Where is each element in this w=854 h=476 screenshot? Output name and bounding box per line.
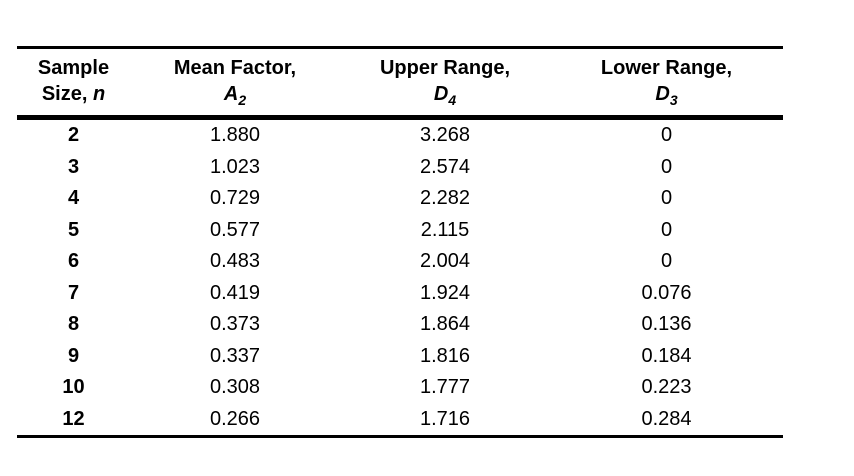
cell-sample-size: 8	[67, 313, 80, 336]
table-row: 4 0.729 2.282 0	[17, 183, 783, 215]
cell-sample-size: 5	[67, 218, 80, 241]
table-row: 9 0.337 1.816 0.184	[17, 341, 783, 373]
variable-n: n	[92, 83, 106, 105]
cell-lower-range-d3: 0	[660, 218, 673, 241]
cell-mean-factor-a2: 0.373	[209, 313, 261, 336]
table-row: 3 1.023 2.574 0	[17, 152, 783, 184]
cell-mean-factor-a2: 0.419	[209, 281, 261, 304]
table-row: 10 0.308 1.777 0.223	[17, 372, 783, 404]
cell-upper-range-d4: 1.864	[419, 313, 471, 336]
header-line1: Lower Range,	[600, 57, 733, 79]
cell-mean-factor-a2: 0.729	[209, 187, 261, 210]
variable-subscript: 2	[238, 92, 247, 108]
table-row: 2 1.880 3.268 0	[17, 118, 783, 152]
header-lower-range: Lower Range, D3	[550, 47, 783, 120]
cell-upper-range-d4: 2.282	[419, 187, 471, 210]
variable-a2: A	[223, 83, 239, 105]
cell-upper-range-d4: 3.268	[419, 124, 471, 147]
cell-sample-size: 10	[62, 376, 85, 399]
cell-lower-range-d3: 0.284	[641, 407, 692, 430]
table-row: 6 0.483 2.004 0	[17, 246, 783, 278]
cell-sample-size: 7	[67, 281, 80, 304]
header-line1: Sample	[37, 57, 110, 79]
cell-upper-range-d4: 2.574	[419, 155, 471, 178]
cell-upper-range-d4: 1.816	[419, 344, 471, 367]
table-body: 2 1.880 3.268 0 3 1.023 2.574 0 4 0.729 …	[17, 118, 783, 437]
cell-lower-range-d3: 0	[660, 187, 673, 210]
header-upper-range: Upper Range, D4	[340, 47, 550, 120]
cell-lower-range-d3: 0.076	[641, 281, 692, 304]
cell-upper-range-d4: 2.115	[420, 218, 470, 241]
cell-upper-range-d4: 1.924	[419, 281, 471, 304]
cell-mean-factor-a2: 0.308	[209, 376, 261, 399]
variable-d3: D	[655, 83, 670, 105]
control-chart-constants-table: Sample Size, n Mean Factor, A2 Upper Ran…	[17, 46, 783, 438]
variable-d4: D	[433, 83, 449, 105]
cell-sample-size: 4	[67, 187, 80, 210]
cell-sample-size: 2	[67, 124, 80, 147]
cell-upper-range-d4: 1.777	[419, 376, 471, 399]
cell-mean-factor-a2: 0.266	[209, 407, 261, 430]
header-line2: A2	[130, 81, 340, 107]
table-container: Sample Size, n Mean Factor, A2 Upper Ran…	[17, 46, 783, 438]
cell-sample-size: 6	[67, 250, 80, 273]
cell-lower-range-d3: 0.223	[641, 376, 692, 399]
cell-lower-range-d3: 0.136	[641, 313, 692, 336]
variable-subscript: 3	[669, 92, 678, 108]
cell-mean-factor-a2: 0.337	[209, 344, 261, 367]
cell-sample-size: 3	[67, 155, 80, 178]
cell-upper-range-d4: 1.716	[419, 407, 471, 430]
table-row: 8 0.373 1.864 0.136	[17, 309, 783, 341]
header-sample-size: Sample Size, n	[17, 47, 130, 120]
cell-mean-factor-a2: 0.483	[209, 250, 261, 273]
cell-mean-factor-a2: 0.577	[209, 218, 261, 241]
cell-lower-range-d3: 0	[660, 124, 673, 147]
header-row: Sample Size, n Mean Factor, A2 Upper Ran…	[17, 47, 783, 120]
header-text: Size,	[41, 83, 93, 105]
variable-subscript: 4	[448, 92, 457, 108]
cell-lower-range-d3: 0	[660, 250, 673, 273]
cell-mean-factor-a2: 1.880	[209, 124, 261, 147]
header-line2: Size, n	[17, 81, 130, 107]
cell-sample-size: 12	[62, 407, 85, 430]
table-row: 5 0.577 2.115 0	[17, 215, 783, 247]
header-line2: D3	[550, 81, 783, 107]
table-row: 12 0.266 1.716 0.284	[17, 404, 783, 437]
table-header: Sample Size, n Mean Factor, A2 Upper Ran…	[17, 47, 783, 120]
header-mean-factor: Mean Factor, A2	[130, 47, 340, 120]
header-line1: Mean Factor,	[173, 57, 297, 79]
header-line2: D4	[340, 81, 550, 107]
cell-lower-range-d3: 0.184	[641, 344, 692, 367]
cell-sample-size: 9	[67, 344, 80, 367]
cell-lower-range-d3: 0	[660, 155, 673, 178]
cell-mean-factor-a2: 1.023	[209, 155, 261, 178]
cell-upper-range-d4: 2.004	[419, 250, 471, 273]
table-row: 7 0.419 1.924 0.076	[17, 278, 783, 310]
header-line1: Upper Range,	[379, 57, 511, 79]
